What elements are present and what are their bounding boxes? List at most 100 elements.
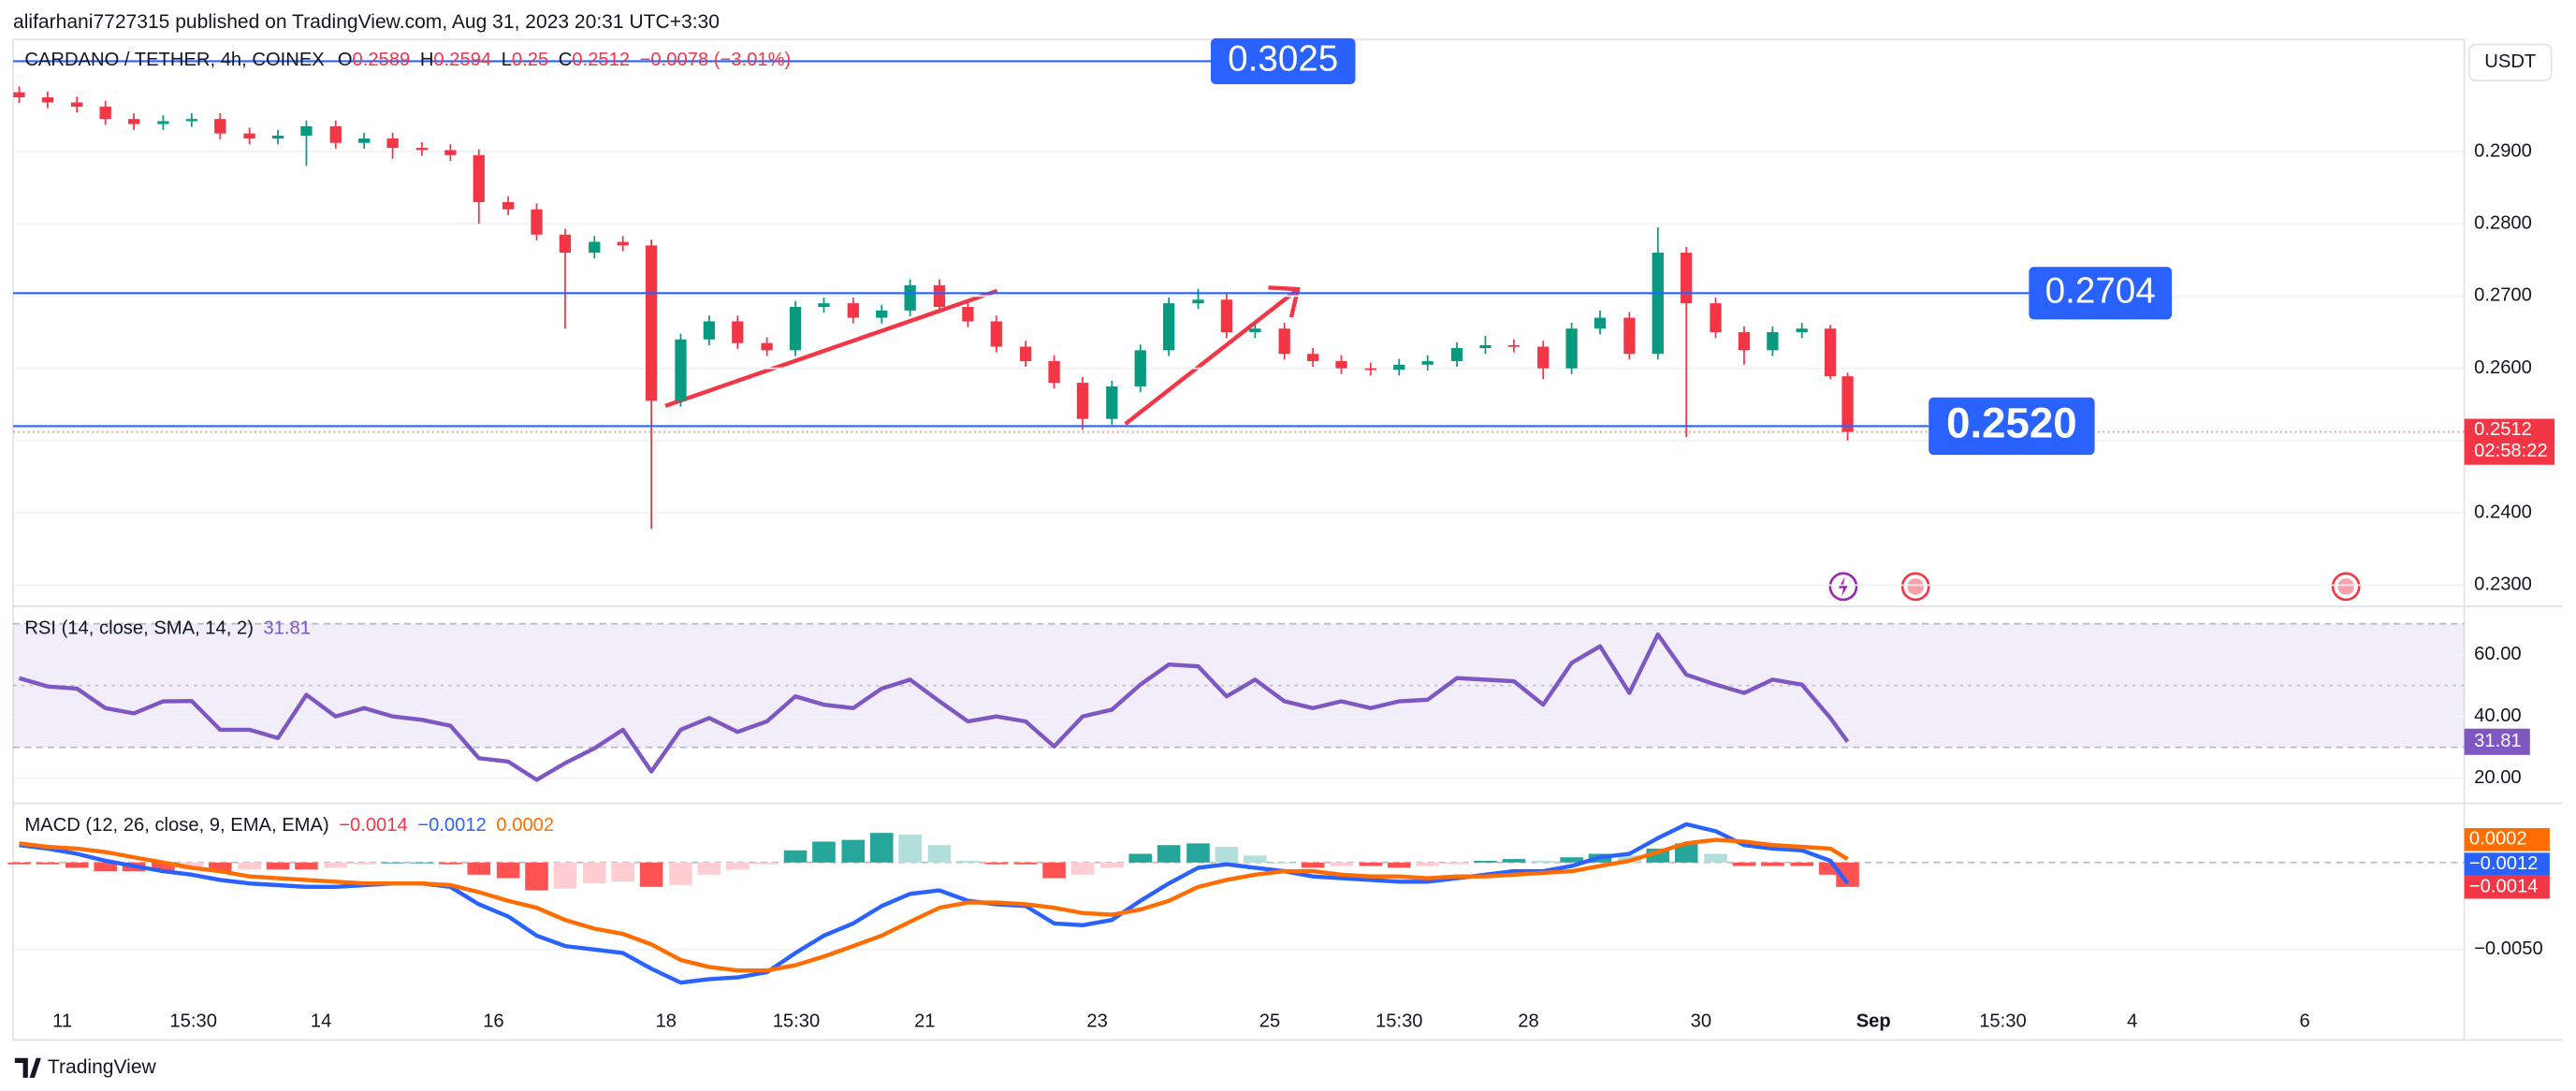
event-flag	[2337, 578, 2354, 595]
y-tick-label: 0.2300	[2474, 575, 2532, 595]
candle-body	[1594, 317, 1607, 329]
candle-body	[99, 107, 111, 120]
histogram-bar	[583, 862, 606, 884]
histogram-bar	[927, 845, 952, 863]
histogram-bar	[1070, 862, 1095, 875]
rsi-legend: RSI (14, close, SMA, 14, 2) 31.81	[24, 618, 311, 639]
histogram-bar	[1157, 845, 1181, 863]
brand: TradingView	[48, 1056, 157, 1078]
candle-body	[1278, 328, 1290, 355]
histogram-bar	[956, 860, 980, 863]
y-tick-label: 40.00	[2474, 706, 2522, 726]
candle-body	[13, 92, 25, 98]
histogram-bar	[467, 862, 491, 875]
histogram-bar	[611, 862, 635, 882]
candle-body	[645, 245, 658, 401]
candle-body	[1134, 350, 1146, 386]
histogram-bar	[1416, 862, 1439, 866]
legend-item: O	[338, 50, 353, 70]
candle-body	[904, 284, 916, 311]
histogram-bar	[1445, 862, 1469, 865]
candle-body	[675, 339, 687, 401]
candle-body	[71, 102, 83, 108]
x-tick-label: 30	[1691, 1011, 1711, 1031]
macd-legend-value: 0.0002	[496, 816, 554, 836]
candle-body	[1393, 364, 1405, 371]
macd-last-box	[2464, 852, 2550, 876]
candle-body	[1479, 344, 1492, 349]
currency-label[interactable]: USDT	[2484, 51, 2536, 72]
y-tick-label: 60.00	[2474, 644, 2522, 664]
candle-body	[1537, 346, 1550, 369]
histogram-bar	[1273, 862, 1296, 864]
histogram-bar	[381, 862, 404, 864]
legend-item: −0.0078 (−3.01%)	[640, 50, 792, 70]
histogram-bar	[7, 862, 31, 865]
event-flag	[1907, 578, 1924, 595]
histogram-bar	[1013, 862, 1038, 865]
candle-body	[1364, 368, 1376, 371]
histogram-bar	[1761, 862, 1784, 866]
x-tick-label: 23	[1086, 1011, 1107, 1031]
candle-body	[847, 303, 859, 318]
candle-body	[1421, 360, 1434, 365]
arrow-line	[1124, 287, 1300, 426]
histogram-bar	[36, 862, 60, 865]
legend-item: CARDANO / TETHER, 4h, COINEX	[24, 50, 325, 70]
last-price-label: 0.2512	[2474, 419, 2532, 440]
candle-body	[732, 321, 744, 343]
candle-body	[1796, 328, 1808, 333]
candle-body	[185, 119, 197, 122]
y-tick-label: 0.2600	[2474, 357, 2532, 378]
candle-body	[243, 133, 255, 139]
candle-body	[41, 97, 54, 103]
x-tick-label: 15:30	[773, 1011, 821, 1031]
candle-body	[300, 125, 313, 136]
candle-body	[1738, 332, 1751, 351]
histogram-bar	[295, 862, 318, 870]
trend-arrows	[664, 285, 1301, 426]
histogram-bar	[1531, 860, 1555, 863]
histogram-bar	[1560, 857, 1583, 863]
published-note: alifarhani7727315 published on TradingVi…	[13, 11, 720, 33]
histogram-bar	[669, 862, 692, 885]
histogram-bar	[869, 833, 894, 863]
candle-body	[1824, 328, 1837, 377]
level-label: 0.3025	[1228, 39, 1338, 80]
candle-body	[589, 241, 601, 254]
histogram-bar	[1186, 843, 1210, 863]
candle-body	[531, 209, 543, 235]
histogram-bar	[812, 841, 836, 863]
histogram-bar	[1674, 843, 1698, 863]
candle-body	[1623, 317, 1636, 355]
histogram-bar	[1732, 862, 1756, 866]
macd-last-box	[2464, 875, 2550, 899]
x-tick-label: Sep	[1856, 1011, 1891, 1031]
ohlc-legend: CARDANO / TETHER, 4h, COINEX O0.2589 H0.25…	[24, 50, 791, 70]
level-label-box	[2029, 267, 2173, 320]
currency-button[interactable]	[2467, 43, 2553, 82]
footer-logo: TradingView	[14, 1056, 157, 1078]
macd-line	[19, 822, 1850, 985]
candle-body	[473, 154, 485, 203]
histogram-bar	[1502, 859, 1526, 863]
histogram-bar	[639, 862, 663, 887]
x-tick-label: 25	[1259, 1011, 1280, 1031]
x-tick-label: 28	[1518, 1011, 1538, 1031]
macd-last-box	[2464, 827, 2550, 851]
candle-body	[703, 321, 716, 340]
histogram-bar	[1704, 853, 1727, 863]
histogram-bar	[1215, 847, 1239, 863]
histogram-bar	[726, 862, 750, 870]
candle-body	[1335, 360, 1347, 369]
macd-legend-value: −0.0012	[417, 816, 487, 836]
histogram-bar	[898, 835, 922, 863]
macd-title: MACD (12, 26, close, 9, EMA, EMA)	[24, 816, 328, 836]
macd-last-label: −0.0014	[2469, 877, 2539, 897]
macd-last-label: 0.0002	[2469, 829, 2527, 850]
x-tick-label: 15:30	[169, 1011, 217, 1031]
histogram-bar	[525, 862, 548, 891]
candle-body	[329, 125, 342, 143]
level-label: 0.2704	[2045, 271, 2156, 312]
event-icons	[1828, 572, 2361, 602]
